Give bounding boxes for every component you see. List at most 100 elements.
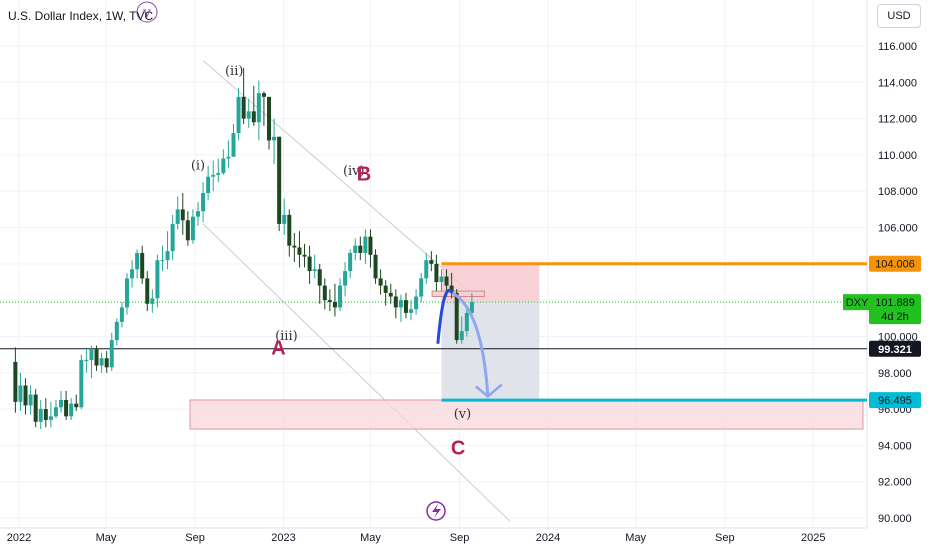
- candle-body: [99, 358, 104, 366]
- candle-body: [23, 385, 28, 406]
- candle-body: [464, 312, 469, 332]
- candle-body: [424, 260, 429, 279]
- candle-body: [277, 136, 282, 224]
- candle-body: [69, 403, 74, 417]
- candle-body: [409, 309, 414, 313]
- candle-body: [317, 269, 322, 286]
- candle-body: [241, 96, 246, 119]
- overlays-layer: [436, 262, 867, 402]
- candle-body: [307, 256, 312, 272]
- currency-button[interactable]: USD: [877, 4, 921, 28]
- candle-body: [449, 285, 454, 293]
- candle-body: [64, 400, 69, 417]
- candle-body: [383, 285, 388, 293]
- candle-body: [18, 385, 23, 402]
- abc-wave-label: A: [271, 338, 285, 360]
- target-price-badge: 96.495: [869, 392, 921, 409]
- current-price-badge: DXY 101.889 4d 2h: [843, 294, 921, 325]
- candle-body: [231, 133, 236, 157]
- candle-body: [358, 245, 363, 253]
- stop-price-badge-bg: [869, 255, 921, 272]
- arrow-head: [475, 383, 503, 399]
- candle-body: [292, 245, 297, 248]
- symbol-badge-bg: [843, 294, 871, 311]
- candle-body: [48, 416, 53, 420]
- y-tick-label: 110.000: [878, 150, 917, 162]
- candle-body: [348, 252, 353, 272]
- wave-label: (iii): [275, 329, 298, 344]
- candle-body: [89, 349, 94, 361]
- candle-body: [53, 407, 58, 417]
- candle-body: [79, 360, 84, 408]
- candle-body: [226, 156, 231, 159]
- y-tick-label: 112.000: [878, 114, 917, 126]
- projection-arrow-up: [436, 288, 454, 344]
- y-tick-label: 92.000: [878, 477, 912, 489]
- lightning-circle: [426, 501, 446, 521]
- candle-body: [221, 158, 226, 174]
- candle-body: [332, 301, 337, 308]
- x-axis[interactable]: 2022 May Sep 2023 May Sep 2024 May Sep 2025: [7, 532, 826, 544]
- candle-body: [43, 409, 48, 420]
- candle-body: [439, 276, 444, 282]
- candle-body: [368, 236, 373, 255]
- candle-body: [13, 361, 18, 402]
- x-tick-label: May: [96, 532, 117, 544]
- candle-body: [388, 292, 393, 297]
- candle-body: [322, 285, 327, 301]
- lightning-glyph: [432, 504, 441, 518]
- candle-body: [312, 269, 317, 272]
- support-price-text: 99.321: [878, 344, 912, 356]
- y-axis[interactable]: 116.000 114.000 112.000 110.000 108.000 106.0…: [878, 41, 918, 525]
- wave-label: (v): [454, 407, 472, 422]
- y-tick-label: 100.000: [878, 331, 918, 343]
- candle-body: [211, 174, 216, 177]
- candle-body: [114, 321, 119, 341]
- candle-body: [165, 251, 170, 261]
- candle-body: [195, 211, 200, 217]
- channel-lower-line: [202, 223, 511, 522]
- abc-wave-label: B: [357, 163, 371, 185]
- y-tick-label: 108.000: [878, 186, 918, 198]
- wave-labels: (i) (ii) (iii) (iv) (v) A B Cv: [136, 1, 472, 521]
- stop-price-text: 104.006: [875, 259, 915, 271]
- candle-body: [33, 394, 38, 422]
- candle-body: [251, 111, 256, 123]
- y-tick-label: 114.000: [878, 77, 917, 89]
- candle-body: [373, 254, 378, 279]
- candle-body: [124, 278, 129, 308]
- x-tick-label: Sep: [185, 532, 205, 544]
- stop-price-badge: 104.006: [869, 255, 921, 272]
- x-tick-label: 2024: [536, 532, 560, 544]
- target-price-badge-bg: [869, 392, 921, 409]
- candle-body: [419, 278, 424, 297]
- x-tick-label: 2023: [271, 532, 295, 544]
- candle-body: [170, 223, 175, 252]
- x-tick-label: 2025: [801, 532, 825, 544]
- candle-body: [403, 300, 408, 313]
- x-tick-label: May: [625, 532, 646, 544]
- candle-body: [119, 307, 124, 322]
- candle-body: [287, 214, 292, 246]
- y-tick-label: 106.000: [878, 223, 918, 235]
- y-tick-label: 94.000: [878, 440, 912, 452]
- wave-label: (iv): [343, 164, 365, 179]
- candle-body: [327, 300, 332, 302]
- candle-body: [185, 220, 190, 241]
- projection-arrow-down: [451, 291, 490, 397]
- candle-body: [261, 93, 266, 97]
- candle-body: [180, 209, 185, 221]
- x-tick-label: 2022: [7, 532, 31, 544]
- candle-body: [175, 209, 180, 224]
- roman-v-circle: [136, 1, 158, 23]
- candle-body: [135, 252, 140, 270]
- candle-body: [145, 278, 150, 304]
- candle-body: [94, 349, 99, 366]
- support-price-badge: 99.321: [869, 340, 921, 357]
- candle-body: [216, 173, 221, 175]
- roman-v-glyph: v: [142, 5, 151, 21]
- candle-body: [353, 245, 358, 253]
- candle-body: [155, 260, 160, 299]
- x-tick-label: Sep: [715, 532, 735, 544]
